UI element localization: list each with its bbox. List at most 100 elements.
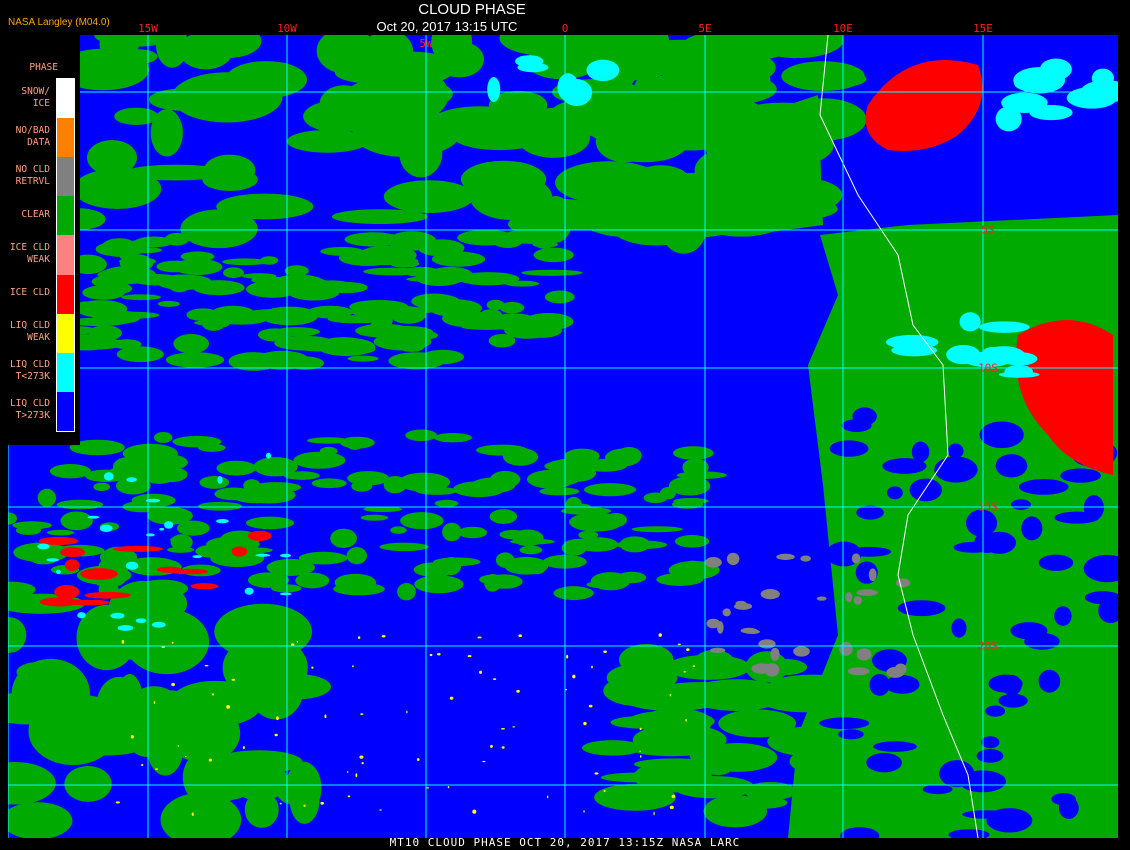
clear-patch bbox=[698, 95, 823, 235]
no-retrieval-patch bbox=[705, 557, 722, 568]
weak-liquid-speck bbox=[177, 745, 180, 747]
clear-patch bbox=[93, 482, 111, 492]
clear-patch bbox=[600, 772, 686, 783]
clear-patch bbox=[122, 694, 171, 757]
clear-patch bbox=[400, 258, 419, 265]
no-retrieval-patch bbox=[776, 553, 795, 560]
cold-liquid-patch bbox=[982, 346, 1026, 365]
clear-patch bbox=[495, 552, 515, 568]
liquid-cloud-patch bbox=[887, 486, 903, 500]
weak-liquid-speck bbox=[171, 682, 175, 687]
clear-patch bbox=[499, 529, 527, 540]
cold-liquid-patch bbox=[1004, 365, 1033, 378]
liquid-cloud-patch bbox=[1051, 793, 1076, 806]
clear-patch bbox=[271, 584, 302, 593]
ice-cloud-patch bbox=[247, 530, 272, 541]
clear-patch bbox=[674, 535, 710, 548]
liquid-cloud-patch bbox=[866, 752, 903, 773]
weak-liquid-speck bbox=[357, 636, 361, 639]
clear-patch bbox=[533, 247, 574, 263]
no-retrieval-patch bbox=[734, 602, 753, 610]
clear-patch bbox=[156, 35, 189, 68]
weak-liquid-speck bbox=[191, 812, 194, 816]
weak-liquid-speck bbox=[479, 670, 482, 674]
no-retrieval-patch bbox=[758, 639, 776, 649]
legend-swatch bbox=[57, 352, 74, 392]
weak-liquid-speck bbox=[501, 746, 505, 749]
clear-patch bbox=[307, 437, 350, 444]
weak-liquid-speck bbox=[155, 768, 159, 770]
clear-patch bbox=[47, 529, 75, 536]
legend-swatch bbox=[57, 118, 74, 158]
clear-patch bbox=[82, 285, 125, 300]
phase-legend: PHASE SNOW/ ICE NO/BAD DATA NO CLD RETRVL C… bbox=[0, 35, 80, 445]
weak-liquid-speck bbox=[482, 760, 486, 763]
clear-patch bbox=[331, 209, 428, 225]
liquid-cloud-patch bbox=[988, 674, 1023, 693]
clear-patch bbox=[504, 321, 551, 339]
weak-liquid-speck bbox=[429, 653, 433, 657]
weak-liquid-speck bbox=[355, 773, 358, 778]
clear-patch bbox=[317, 337, 376, 357]
no-retrieval-patch bbox=[709, 647, 726, 654]
clear-patch bbox=[170, 354, 193, 364]
liquid-cloud-patch bbox=[829, 440, 869, 457]
no-retrieval-patch bbox=[800, 555, 811, 562]
clear-patch bbox=[405, 429, 438, 442]
weak-liquid-speck bbox=[226, 705, 231, 709]
no-retrieval-patch bbox=[764, 663, 780, 677]
longitude-label: 5E bbox=[698, 22, 712, 35]
weak-liquid-speck bbox=[467, 655, 472, 658]
weak-liquid-speck bbox=[566, 654, 569, 659]
legend-label: NO CLD RETRVL bbox=[15, 163, 50, 187]
clear-patch bbox=[195, 544, 232, 558]
legend-label: ICE CLD bbox=[9, 287, 50, 299]
liquid-cloud-patch bbox=[856, 505, 884, 520]
liquid-cloud-patch bbox=[882, 458, 927, 474]
weak-liquid-speck bbox=[352, 665, 354, 668]
clear-patch bbox=[415, 269, 464, 287]
weak-liquid-speck bbox=[677, 643, 681, 645]
clear-patch bbox=[272, 274, 325, 290]
no-retrieval-patch bbox=[853, 596, 862, 605]
weak-liquid-speck bbox=[274, 733, 278, 737]
legend-label: SNOW/ ICE bbox=[21, 85, 50, 109]
cold-liquid-patch bbox=[217, 476, 223, 484]
clear-patch bbox=[124, 608, 210, 675]
weak-liquid-speck bbox=[324, 714, 327, 719]
liquid-cloud-patch bbox=[819, 717, 870, 730]
latitude-label: 15S bbox=[978, 500, 998, 514]
weak-liquid-speck bbox=[669, 805, 674, 810]
clear-patch bbox=[60, 511, 93, 531]
credit-label: NASA Langley (M04.0) bbox=[8, 17, 110, 28]
liquid-cloud-patch bbox=[962, 810, 1012, 819]
clear-patch bbox=[173, 334, 210, 354]
weak-liquid-speck bbox=[360, 713, 364, 715]
weak-liquid-speck bbox=[184, 755, 187, 758]
clear-patch bbox=[346, 438, 364, 450]
cold-liquid-patch bbox=[1091, 68, 1114, 88]
liquid-cloud-patch bbox=[976, 749, 1004, 763]
ice-cloud-area bbox=[1016, 320, 1113, 475]
clear-patch bbox=[413, 562, 456, 578]
weak-liquid-speck bbox=[347, 770, 349, 774]
cold-liquid-patch bbox=[979, 321, 1030, 333]
liquid-cloud-patch bbox=[1024, 632, 1060, 650]
clear-patch bbox=[619, 536, 651, 553]
liquid-cloud-patch bbox=[1038, 554, 1074, 571]
clear-patch bbox=[76, 301, 94, 315]
clear-patch bbox=[666, 734, 718, 753]
weak-liquid-speck bbox=[171, 641, 174, 644]
clear-patch bbox=[147, 506, 193, 525]
clear-patch bbox=[555, 464, 597, 482]
clear-patch bbox=[144, 470, 175, 484]
clear-patch bbox=[124, 164, 228, 181]
ice-cloud-patch bbox=[64, 599, 111, 606]
no-retrieval-patch bbox=[886, 666, 905, 678]
clear-patch bbox=[360, 514, 389, 521]
clear-patch bbox=[486, 574, 523, 589]
clear-patch bbox=[590, 572, 631, 591]
ice-cloud-patch bbox=[64, 559, 80, 572]
clear-patch bbox=[286, 129, 368, 153]
weak-liquid-speck bbox=[490, 744, 493, 748]
